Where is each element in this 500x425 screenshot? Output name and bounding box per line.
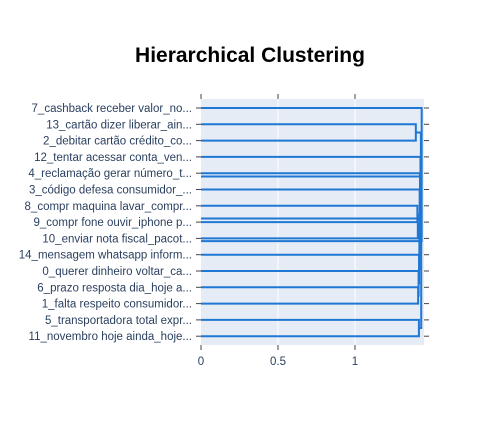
leaf-label: 13_cartão dizer liberar_ain... [46, 119, 192, 131]
x-tick-label: 1 [352, 356, 358, 368]
leaf-label: 0_querer dinheiro voltar_ca... [42, 266, 192, 278]
x-tick-label: 0.5 [270, 356, 286, 368]
leaf-label: 4_reclamação gerar número_t... [28, 168, 192, 180]
leaf-label: 1_falta respeito consumidor... [42, 299, 192, 311]
leaf-label: 14_mensagem whatsapp inform... [19, 250, 192, 262]
tick-layer: 0 0.5 1 [196, 94, 429, 368]
leaf-label: 11_novembro hoje ainda_hoje... [29, 331, 192, 343]
leaf-label: 9_compr fone ouvir_iphone p... [33, 217, 192, 229]
x-tick-label: 0 [198, 356, 204, 368]
chart-title: Hierarchical Clustering [135, 44, 365, 67]
leaf-label: 7_cashback receber valor_no... [32, 103, 192, 115]
label-layer: 7_cashback receber valor_no... 13_cartão … [19, 103, 192, 343]
leaf-label: 3_código defesa consumidor_... [29, 185, 192, 197]
leaf-label: 10_enviar nota fiscal_pacot... [42, 233, 192, 245]
leaf-label: 6_prazo resposta dia_hoje a... [37, 282, 192, 294]
leaf-label: 8_compr maquina lavar_compr... [25, 201, 192, 213]
dendrogram-link [201, 107, 423, 243]
link-layer [201, 107, 423, 338]
leaf-label: 2_debitar cartão crédito_co... [43, 136, 192, 148]
leaf-label: 12_tentar acessar conta_ven... [34, 152, 192, 164]
leaf-label: 5_transportadora total expr... [45, 315, 192, 327]
